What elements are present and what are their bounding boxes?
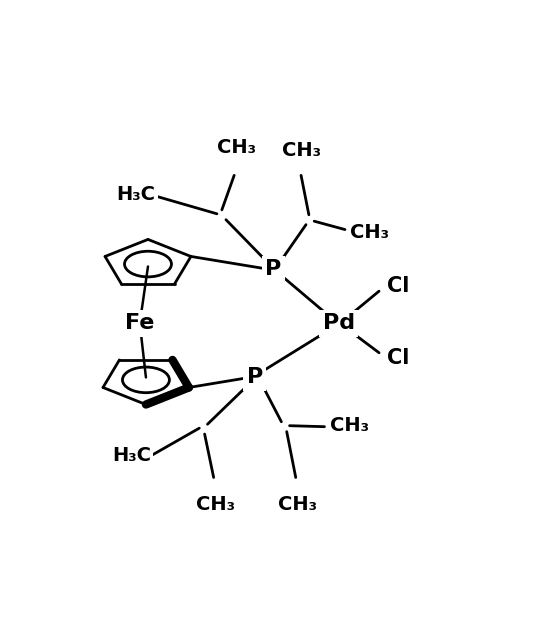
Text: CH₃: CH₃ xyxy=(282,141,321,160)
Text: CH₃: CH₃ xyxy=(196,495,235,513)
Text: CH₃: CH₃ xyxy=(329,416,369,435)
Text: Cl: Cl xyxy=(387,348,409,368)
Text: P: P xyxy=(247,367,263,387)
Text: CH₃: CH₃ xyxy=(350,223,389,241)
Text: Pd: Pd xyxy=(323,313,355,333)
Text: CH₃: CH₃ xyxy=(278,495,317,513)
Text: H₃C: H₃C xyxy=(116,184,155,204)
Text: Fe: Fe xyxy=(125,313,155,333)
Text: P: P xyxy=(265,259,281,279)
Text: CH₃: CH₃ xyxy=(217,138,256,157)
Text: Cl: Cl xyxy=(387,276,409,296)
Text: H₃C: H₃C xyxy=(112,446,151,465)
